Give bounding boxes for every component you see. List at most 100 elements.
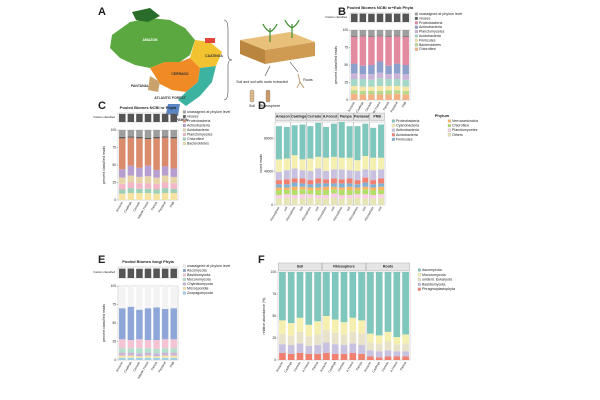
panel-letter: E	[98, 254, 105, 266]
y-tick-label: 100	[111, 284, 117, 288]
bar-segment	[305, 272, 313, 325]
legend-label: viruses	[419, 16, 431, 20]
legend-label: Proteobacteria	[187, 119, 210, 123]
y-tick-label: 75	[112, 302, 116, 306]
bar-segment	[393, 73, 401, 79]
map-label: ATLANTIC FOREST	[154, 96, 186, 100]
facet-header	[275, 112, 291, 121]
bar-segment	[368, 90, 375, 95]
bar-segment	[385, 90, 392, 95]
y-tick-label: 50	[272, 314, 276, 318]
bar-segment	[393, 337, 401, 345]
x-tick-label: PNB	[401, 101, 408, 108]
legend-label: Planctomycetes	[187, 132, 213, 136]
bar-segment	[338, 190, 345, 196]
x-tick-label: Caatinga	[123, 361, 133, 374]
bar-segment	[330, 197, 337, 205]
bar-segment	[170, 352, 177, 356]
x-tick-label: Pampa	[355, 361, 363, 372]
bar-segment	[346, 183, 353, 187]
bar-segment	[291, 190, 298, 196]
bar-segment	[283, 158, 290, 171]
bar-segment	[354, 160, 361, 171]
x-tick-label: soil	[345, 206, 351, 212]
bar-segment	[119, 177, 126, 184]
bar-segment	[136, 138, 143, 168]
bar-segment	[375, 335, 383, 344]
x-tick-label: rhizosphere	[348, 206, 359, 222]
legend-swatch	[182, 114, 186, 118]
bar-segment	[402, 79, 409, 87]
bar-segment	[375, 357, 383, 360]
bar-segment	[351, 63, 358, 74]
legend-label: Bacteroidetes	[187, 141, 209, 145]
bar-segment	[275, 187, 282, 191]
bar-segment	[127, 175, 135, 183]
bar-segment	[307, 126, 314, 159]
x-tick-label: Pampa	[311, 361, 319, 372]
bar-segment	[330, 183, 337, 187]
bar-segment	[161, 193, 169, 200]
strip-label: fraction classified	[326, 15, 348, 19]
bar-segment	[275, 126, 282, 160]
bar-segment	[375, 351, 383, 358]
legend-swatch	[182, 264, 186, 268]
facet-label: Pantanal	[354, 115, 369, 119]
bar-segment	[127, 188, 135, 193]
bar-segment	[368, 30, 375, 37]
bar-segment	[393, 30, 401, 36]
y-tick-label: 80000	[264, 136, 273, 140]
bar-segment	[136, 353, 143, 357]
x-tick-label: A.Forest	[345, 361, 354, 373]
bar-segment	[362, 194, 369, 199]
bar-segment	[314, 272, 321, 322]
bar-segment	[359, 30, 367, 36]
fraction-bar	[351, 13, 358, 22]
bar-segment	[378, 197, 385, 205]
bar-segment	[338, 169, 345, 180]
x-tick-label: Pantanal	[389, 101, 399, 114]
y-tick-label: 75	[112, 145, 116, 149]
bar-segment	[370, 127, 377, 158]
bar-segment	[393, 344, 401, 352]
facet-label: Amazon	[276, 115, 290, 119]
soil-side	[240, 40, 265, 64]
x-tick-label: soil	[298, 206, 304, 212]
soil-top	[240, 32, 315, 50]
bar-segment	[136, 339, 143, 349]
bar-segment	[359, 90, 367, 95]
y-tick-label: 0	[114, 358, 116, 362]
legend-swatch	[414, 38, 418, 42]
fraction-bar	[368, 13, 375, 22]
bar-segment	[153, 348, 160, 354]
legend-swatch	[414, 12, 418, 16]
panel: C Pooled Biomes NCBI nr Phyla 0 25 50 75 100 pe…	[94, 100, 231, 220]
fraction-bar	[153, 113, 160, 122]
bar-segment	[315, 122, 322, 157]
bar-segment	[338, 187, 345, 191]
bar-segment	[402, 272, 409, 335]
bar-segment	[393, 351, 401, 357]
bar-segment	[144, 352, 152, 356]
bar-segment	[402, 65, 409, 75]
bar-segment	[402, 356, 409, 360]
legend-label: Proteobacteria	[419, 21, 442, 25]
legend-swatch	[182, 291, 186, 295]
bar-segment	[136, 188, 143, 193]
bar-segment	[287, 272, 295, 324]
bar-segment	[362, 182, 369, 187]
bar-segment	[153, 189, 160, 194]
bar-segment	[378, 169, 385, 179]
y-tick-label: 25	[112, 180, 116, 184]
bar-segment	[119, 138, 126, 170]
bar-segment	[119, 193, 126, 200]
x-tick-label: soil	[361, 206, 367, 212]
bar-segment	[354, 197, 361, 205]
fraction-bar	[170, 268, 177, 278]
bar-segment	[323, 157, 330, 171]
bar-segment	[367, 333, 374, 343]
bar-segment	[315, 156, 322, 169]
bar-segment	[127, 130, 135, 137]
bar-segment	[402, 74, 409, 80]
y-tick-label: 100	[111, 128, 117, 132]
